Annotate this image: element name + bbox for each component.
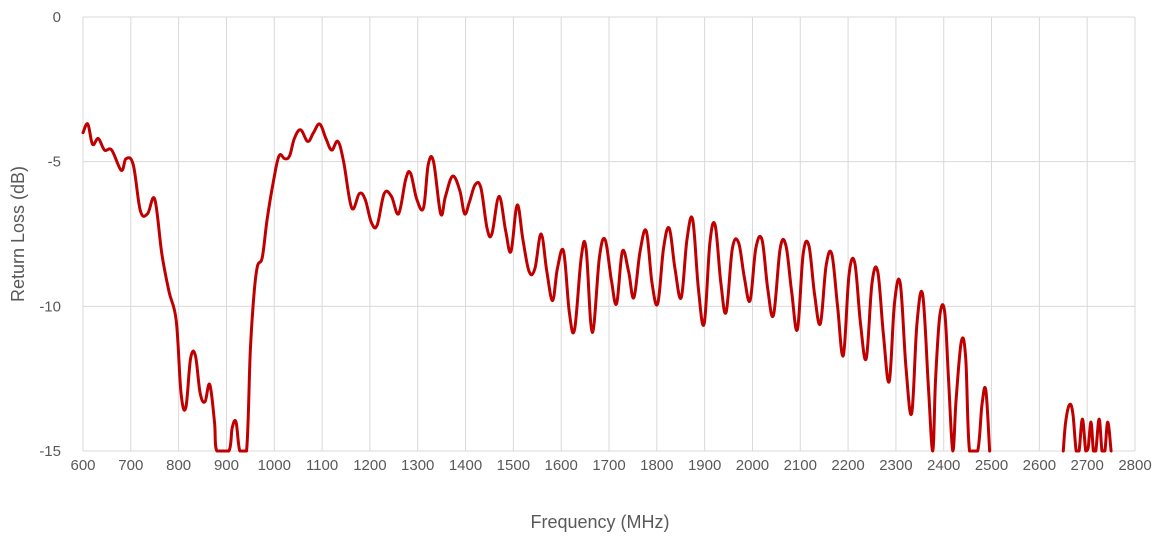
x-tick-label: 2600 — [1023, 457, 1056, 474]
y-tick-labels: 0 -5 -10 -15 — [39, 9, 61, 460]
x-tick-label: 600 — [70, 457, 95, 474]
x-tick-label: 1200 — [353, 457, 386, 474]
x-tick-label: 2700 — [1070, 457, 1103, 474]
x-tick-label: 800 — [166, 457, 191, 474]
series-line-1 — [81, 122, 992, 453]
x-axis-title: Frequency (MHz) — [530, 512, 669, 532]
x-tick-label: 1000 — [258, 457, 291, 474]
x-tick-label: 2300 — [879, 457, 912, 474]
series-layer — [81, 122, 1113, 453]
x-tick-label: 700 — [118, 457, 143, 474]
x-tick-label: 1600 — [544, 457, 577, 474]
x-tick-label: 1500 — [497, 457, 530, 474]
x-tick-label: 2400 — [927, 457, 960, 474]
x-tick-label: 1400 — [449, 457, 482, 474]
vertical-gridlines — [82, 17, 1136, 451]
x-tick-label: 1100 — [306, 457, 338, 474]
x-tick-label: 2100 — [784, 457, 817, 474]
x-tick-label: 2200 — [831, 457, 864, 474]
x-tick-label: 1800 — [640, 457, 673, 474]
x-tick-labels: 600 700 800 900 1000 1100 1200 1300 1400 1500 1600… — [70, 457, 1151, 474]
y-axis-title: Return Loss (dB) — [8, 166, 28, 302]
x-tick-label: 2800 — [1118, 457, 1151, 474]
y-tick-label: 0 — [53, 9, 61, 26]
series-line-2 — [1061, 402, 1113, 453]
x-tick-label: 900 — [214, 457, 239, 474]
x-tick-label: 2500 — [975, 457, 1008, 474]
x-tick-label: 1900 — [688, 457, 721, 474]
x-tick-label: 1300 — [401, 457, 434, 474]
y-tick-label: -5 — [48, 154, 61, 171]
horizontal-gridlines — [83, 16, 1135, 452]
y-tick-label: -10 — [39, 298, 61, 315]
x-tick-label: 2000 — [736, 457, 769, 474]
y-tick-label: -15 — [39, 443, 61, 460]
x-tick-label: 1700 — [592, 457, 625, 474]
